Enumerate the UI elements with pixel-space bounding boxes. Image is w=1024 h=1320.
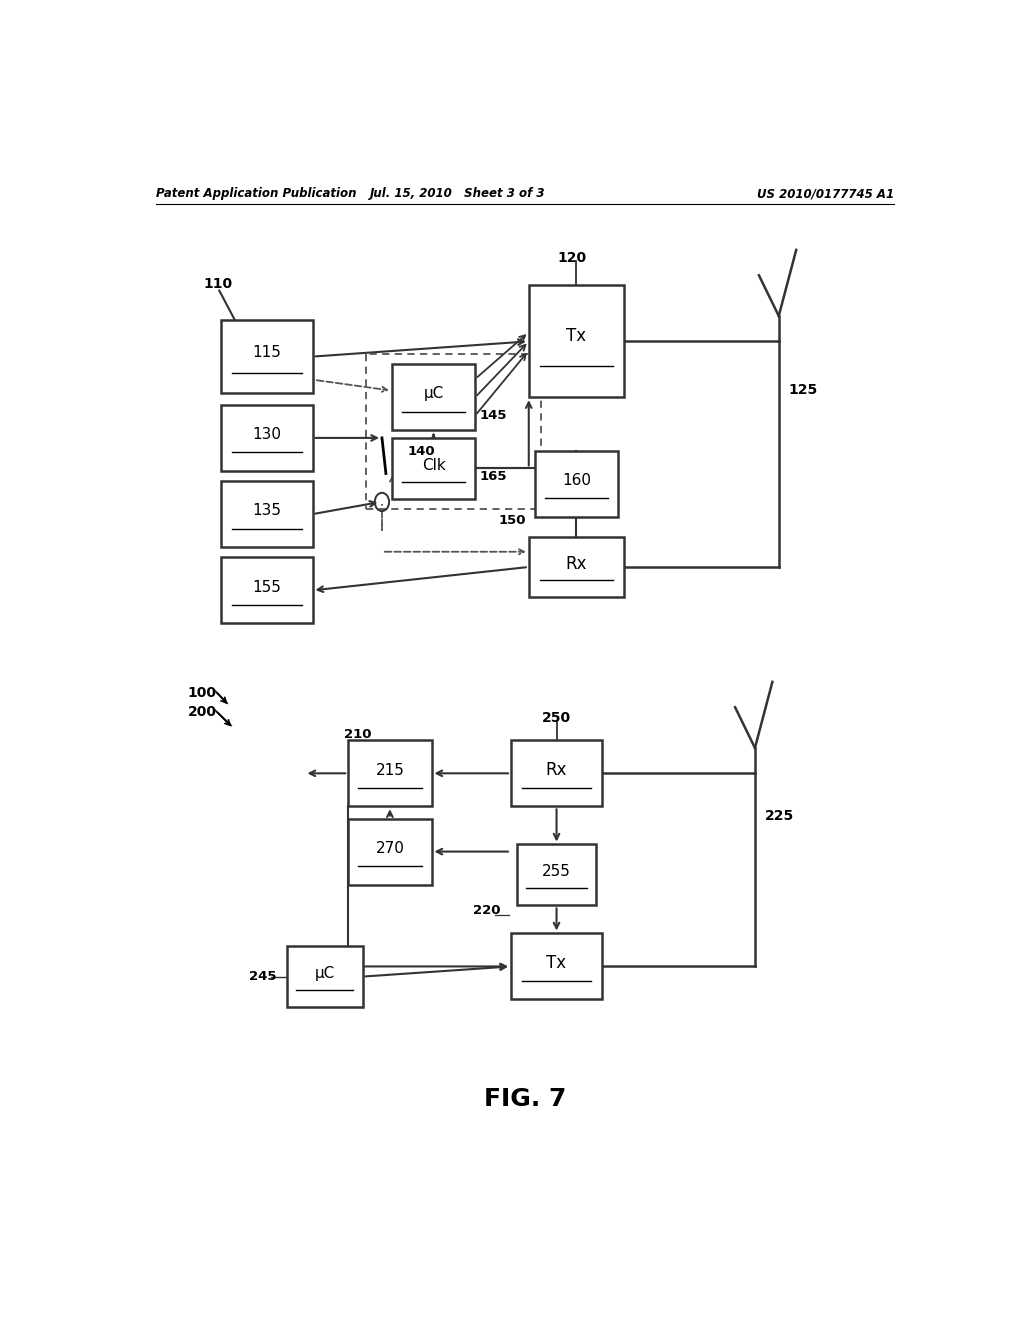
Text: US 2010/0177745 A1: US 2010/0177745 A1 — [757, 187, 894, 201]
Text: 270: 270 — [376, 841, 404, 855]
Text: 150: 150 — [499, 513, 526, 527]
Bar — [221, 480, 312, 548]
Text: 200: 200 — [187, 705, 216, 719]
Text: 245: 245 — [249, 970, 276, 983]
Bar — [528, 536, 624, 598]
Text: 155: 155 — [253, 579, 282, 594]
Text: Tx: Tx — [547, 954, 566, 972]
Text: 125: 125 — [788, 383, 817, 397]
Text: Rx: Rx — [546, 762, 567, 779]
Text: Rx: Rx — [565, 554, 587, 573]
Bar — [221, 557, 312, 623]
Text: 120: 120 — [558, 251, 587, 265]
Text: 225: 225 — [765, 809, 794, 822]
Bar — [392, 364, 475, 430]
Text: 255: 255 — [542, 865, 571, 879]
Text: 135: 135 — [252, 503, 282, 519]
Text: 165: 165 — [479, 470, 507, 483]
Text: 145: 145 — [479, 409, 507, 422]
Text: 220: 220 — [473, 904, 501, 917]
Text: 160: 160 — [562, 473, 591, 488]
Text: 215: 215 — [376, 763, 404, 777]
Bar — [392, 438, 475, 499]
Text: 250: 250 — [542, 711, 571, 725]
Text: 100: 100 — [187, 686, 216, 700]
Bar — [221, 319, 312, 393]
Bar — [221, 405, 312, 471]
Text: μC: μC — [423, 387, 443, 401]
Bar — [528, 285, 624, 397]
Text: 115: 115 — [253, 346, 282, 360]
Text: Jul. 15, 2010   Sheet 3 of 3: Jul. 15, 2010 Sheet 3 of 3 — [370, 187, 545, 201]
Bar — [348, 818, 431, 884]
Text: Tx: Tx — [566, 327, 587, 345]
Text: 140: 140 — [408, 445, 435, 458]
Bar — [511, 933, 602, 999]
Text: 110: 110 — [204, 277, 232, 292]
Text: 210: 210 — [344, 729, 372, 742]
Text: μC: μC — [314, 966, 335, 981]
Bar — [511, 741, 602, 807]
Text: 130: 130 — [252, 428, 282, 442]
Bar — [517, 845, 596, 906]
Bar — [535, 450, 618, 516]
Text: Patent Application Publication: Patent Application Publication — [156, 187, 356, 201]
Bar — [348, 741, 431, 807]
Text: Clk: Clk — [422, 458, 445, 473]
Bar — [287, 946, 362, 1007]
Text: FIG. 7: FIG. 7 — [483, 1086, 566, 1110]
